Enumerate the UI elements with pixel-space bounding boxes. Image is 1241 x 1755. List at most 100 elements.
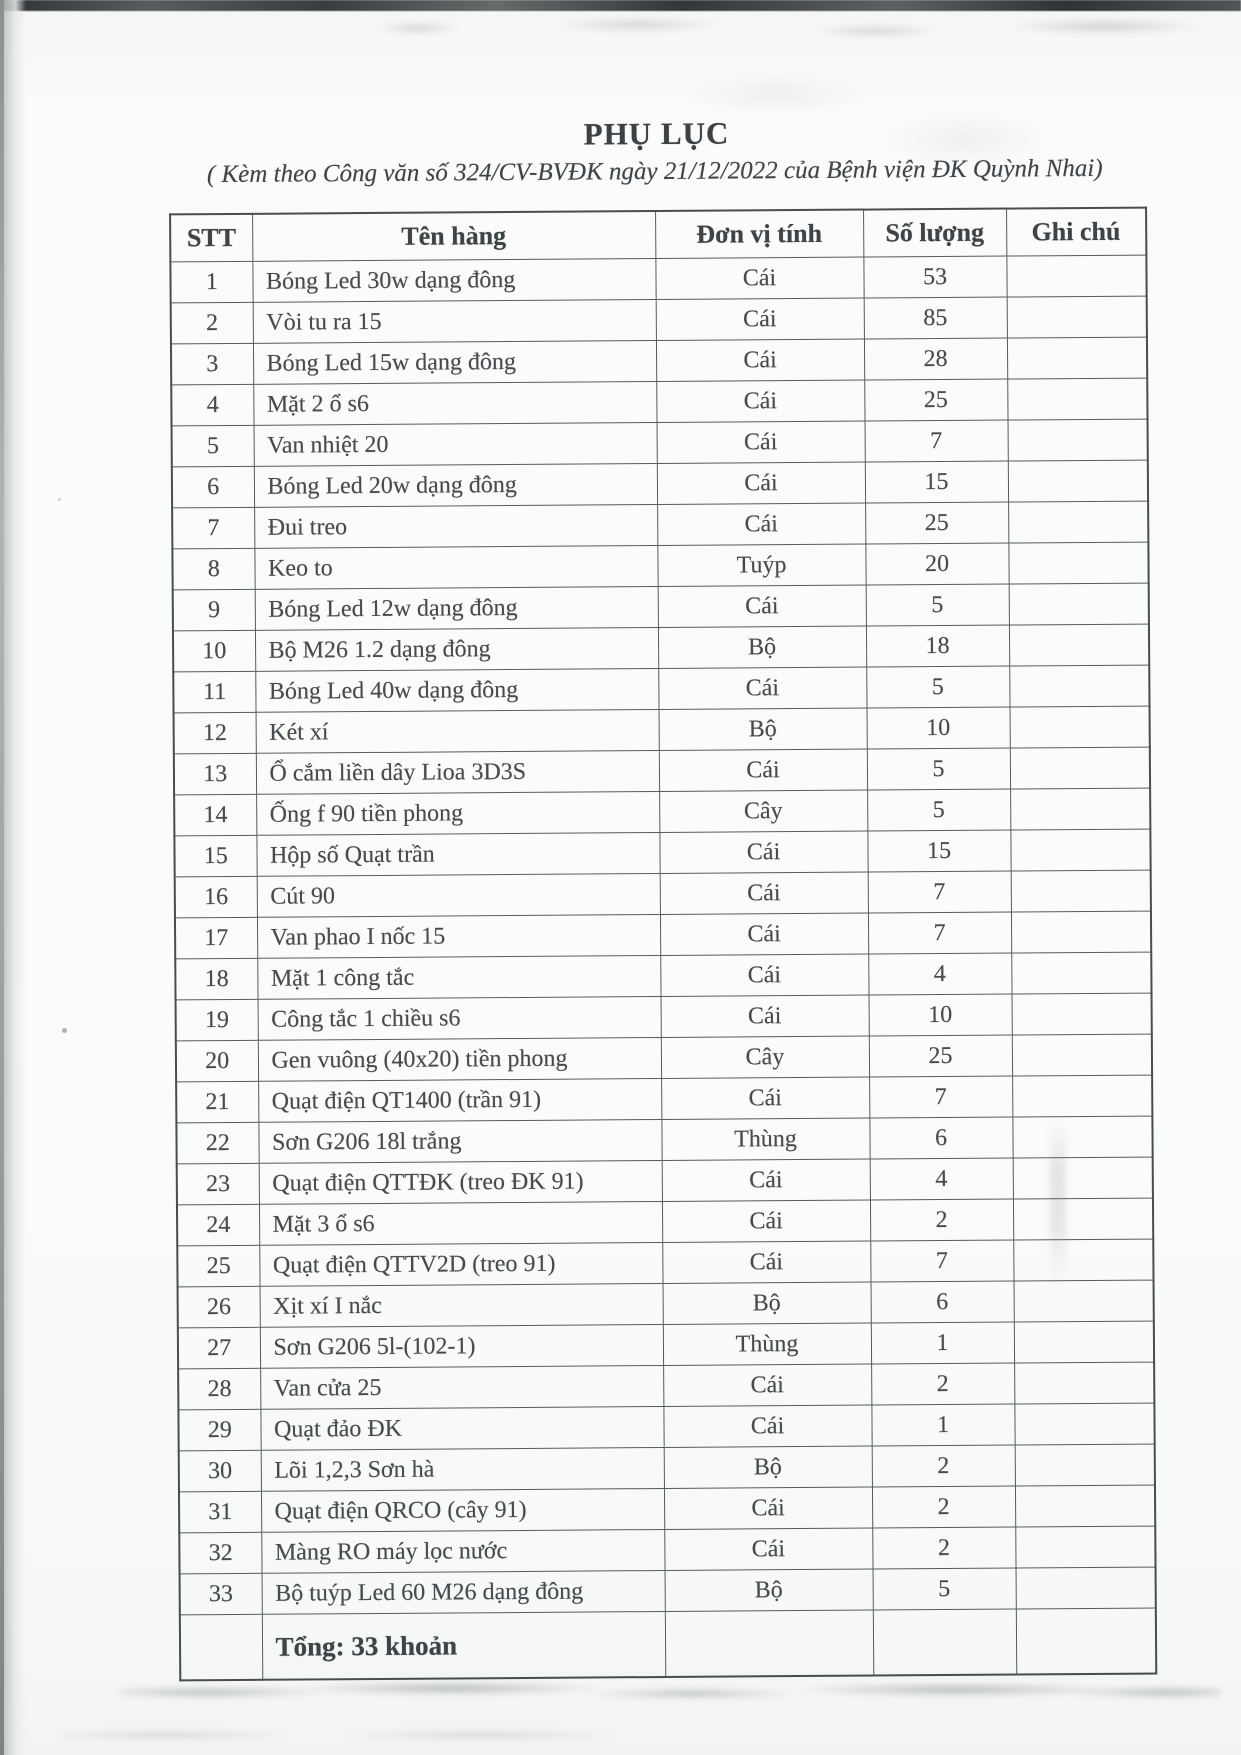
cell-don-vi-tinh: Bộ <box>662 1282 871 1325</box>
cell-stt: 32 <box>179 1532 262 1574</box>
cell-stt: 8 <box>172 548 255 590</box>
cell-ghi-chu <box>1009 665 1150 708</box>
cell-ghi-chu <box>1010 911 1152 954</box>
header-row: STT Tên hàng Đơn vị tính Số lượng Ghi ch… <box>170 207 1147 262</box>
cell-so-luong: 7 <box>864 420 1008 463</box>
cell-so-luong: 2 <box>871 1363 1015 1406</box>
cell-stt: 16 <box>174 876 257 918</box>
col-header-don-vi-tinh: Đơn vị tính <box>655 209 864 259</box>
cell-stt: 23 <box>176 1163 259 1205</box>
cell-so-luong: 53 <box>863 256 1007 299</box>
table-row: 26 Xịt xí I nắc Bộ 6 <box>177 1280 1154 1328</box>
cell-ghi-chu <box>1007 419 1148 462</box>
cell-stt: 30 <box>178 1450 261 1492</box>
cell-ghi-chu <box>1010 829 1151 872</box>
cell-ten-hang: Quạt điện QRCO (cây 91) <box>260 1488 665 1533</box>
cell-so-luong: 85 <box>863 297 1007 340</box>
cell-don-vi-tinh: Thùng <box>662 1323 872 1366</box>
cell-ghi-chu <box>1013 1280 1154 1323</box>
cell-so-luong: 15 <box>864 461 1009 504</box>
table-row: 8 Keo to Tuýp 20 <box>172 542 1149 590</box>
total-cell-so-luong <box>872 1609 1017 1676</box>
table-row: 3 Bóng Led 15w dạng đông Cái 28 <box>170 337 1148 385</box>
cell-so-luong: 25 <box>864 379 1008 422</box>
cell-ten-hang: Công tắc 1 chiều s6 <box>257 996 661 1041</box>
cell-so-luong: 4 <box>868 953 1012 996</box>
table-row: 9 Bóng Led 12w dạng đông Cái 5 <box>172 583 1149 631</box>
cell-ten-hang: Đui treo <box>254 504 658 549</box>
cell-ten-hang: Van cửa 25 <box>260 1365 664 1410</box>
cell-don-vi-tinh: Cái <box>661 1200 871 1243</box>
cell-don-vi-tinh: Bộ <box>664 1569 873 1612</box>
cell-stt: 17 <box>174 917 258 959</box>
cell-stt: 9 <box>172 589 255 631</box>
table-row: 4 Mặt 2 ổ s6 Cái 25 <box>171 378 1148 426</box>
total-label: Tổng: 33 khoản <box>261 1611 666 1680</box>
table-row: 27 Sơn G206 5l-(102-1) Thùng 1 <box>177 1321 1155 1369</box>
table-row: 28 Van cửa 25 Cái 2 <box>178 1362 1155 1410</box>
cell-ten-hang: Bóng Led 12w dạng đông <box>254 586 658 631</box>
table-row: 16 Cút 90 Cái 7 <box>174 870 1151 918</box>
table-row: 31 Quạt điện QRCO (cây 91) Cái 2 <box>178 1485 1156 1533</box>
table-row: 7 Đui treo Cái 25 <box>172 501 1149 549</box>
cell-so-luong: 7 <box>867 912 1012 955</box>
cell-stt: 31 <box>178 1491 262 1533</box>
cell-don-vi-tinh: Cái <box>659 872 868 915</box>
cell-ghi-chu <box>1015 1567 1156 1610</box>
cell-ten-hang: Van nhiệt 20 <box>253 422 657 467</box>
cell-ghi-chu <box>1012 1116 1153 1159</box>
cell-don-vi-tinh: Cái <box>656 462 866 505</box>
table-row: 13 Ổ cắm liền dây Lioa 3D3S Cái 5 <box>173 747 1151 795</box>
col-header-ten-hang: Tên hàng <box>252 211 656 262</box>
cell-so-luong: 7 <box>867 871 1011 914</box>
table-row: 15 Hộp số Quạt trần Cái 15 <box>174 829 1151 877</box>
scanner-edge-bar <box>0 0 1241 11</box>
cell-don-vi-tinh: Tuýp <box>657 544 866 587</box>
cell-don-vi-tinh: Cái <box>664 1528 873 1571</box>
page-subtitle: ( Kèm theo Công văn số 324/CV-BVĐK ngày … <box>206 154 1103 189</box>
table-row: 30 Lõi 1,2,3 Sơn hà Bộ 2 <box>178 1444 1155 1492</box>
cell-so-luong: 2 <box>872 1527 1016 1570</box>
cell-so-luong: 20 <box>865 543 1009 586</box>
cell-stt: 26 <box>177 1286 260 1328</box>
cell-so-luong: 1 <box>870 1322 1015 1365</box>
cell-don-vi-tinh: Bộ <box>663 1446 872 1489</box>
cell-ghi-chu <box>1011 952 1152 995</box>
cell-ten-hang: Két xí <box>255 709 659 754</box>
cell-stt: 21 <box>176 1081 259 1123</box>
cell-stt: 14 <box>174 794 257 836</box>
cell-ten-hang: Mặt 3 ổ s6 <box>258 1201 663 1246</box>
cell-ten-hang: Quạt điện QT1400 (trần 91) <box>258 1078 662 1123</box>
cell-ten-hang: Vòi tu ra 15 <box>252 299 656 344</box>
cell-ten-hang: Gen vuông (40x20) tiền phong <box>257 1037 662 1082</box>
cell-ten-hang: Mặt 1 công tắc <box>257 955 661 1000</box>
cell-don-vi-tinh: Thùng <box>661 1118 870 1161</box>
col-header-so-luong: Số lượng <box>863 208 1007 258</box>
cell-stt: 20 <box>175 1040 259 1082</box>
table-row: 6 Bóng Led 20w dạng đông Cái 15 <box>171 460 1149 508</box>
cell-don-vi-tinh: Cái <box>656 380 865 423</box>
cell-ten-hang: Keo to <box>254 545 658 590</box>
cell-so-luong: 4 <box>869 1158 1013 1201</box>
cell-stt: 4 <box>171 384 254 426</box>
cell-don-vi-tinh: Cái <box>658 667 867 710</box>
total-cell-don-vi-tinh <box>664 1610 874 1677</box>
cell-stt: 10 <box>172 630 256 672</box>
cell-ghi-chu <box>1006 296 1147 339</box>
cell-so-luong: 5 <box>872 1568 1016 1611</box>
table-row: 12 Két xí Bộ 10 <box>173 706 1150 754</box>
cell-ghi-chu <box>1014 1403 1155 1446</box>
cell-ghi-chu <box>1008 624 1150 667</box>
total-cell-ghi-chu <box>1015 1608 1157 1675</box>
cell-stt: 25 <box>177 1245 260 1287</box>
table-row: 25 Quạt điện QTTV2D (treo 91) Cái 7 <box>177 1239 1154 1287</box>
cell-ten-hang: Quạt điện QTTV2D (treo 91) <box>259 1242 663 1287</box>
cell-don-vi-tinh: Cái <box>655 298 864 341</box>
cell-ghi-chu <box>1015 1526 1156 1569</box>
cell-ghi-chu <box>1012 1157 1153 1200</box>
cell-so-luong: 15 <box>867 830 1011 873</box>
cell-don-vi-tinh: Cái <box>660 954 869 997</box>
table-row: 21 Quạt điện QT1400 (trần 91) Cái 7 <box>176 1075 1153 1123</box>
